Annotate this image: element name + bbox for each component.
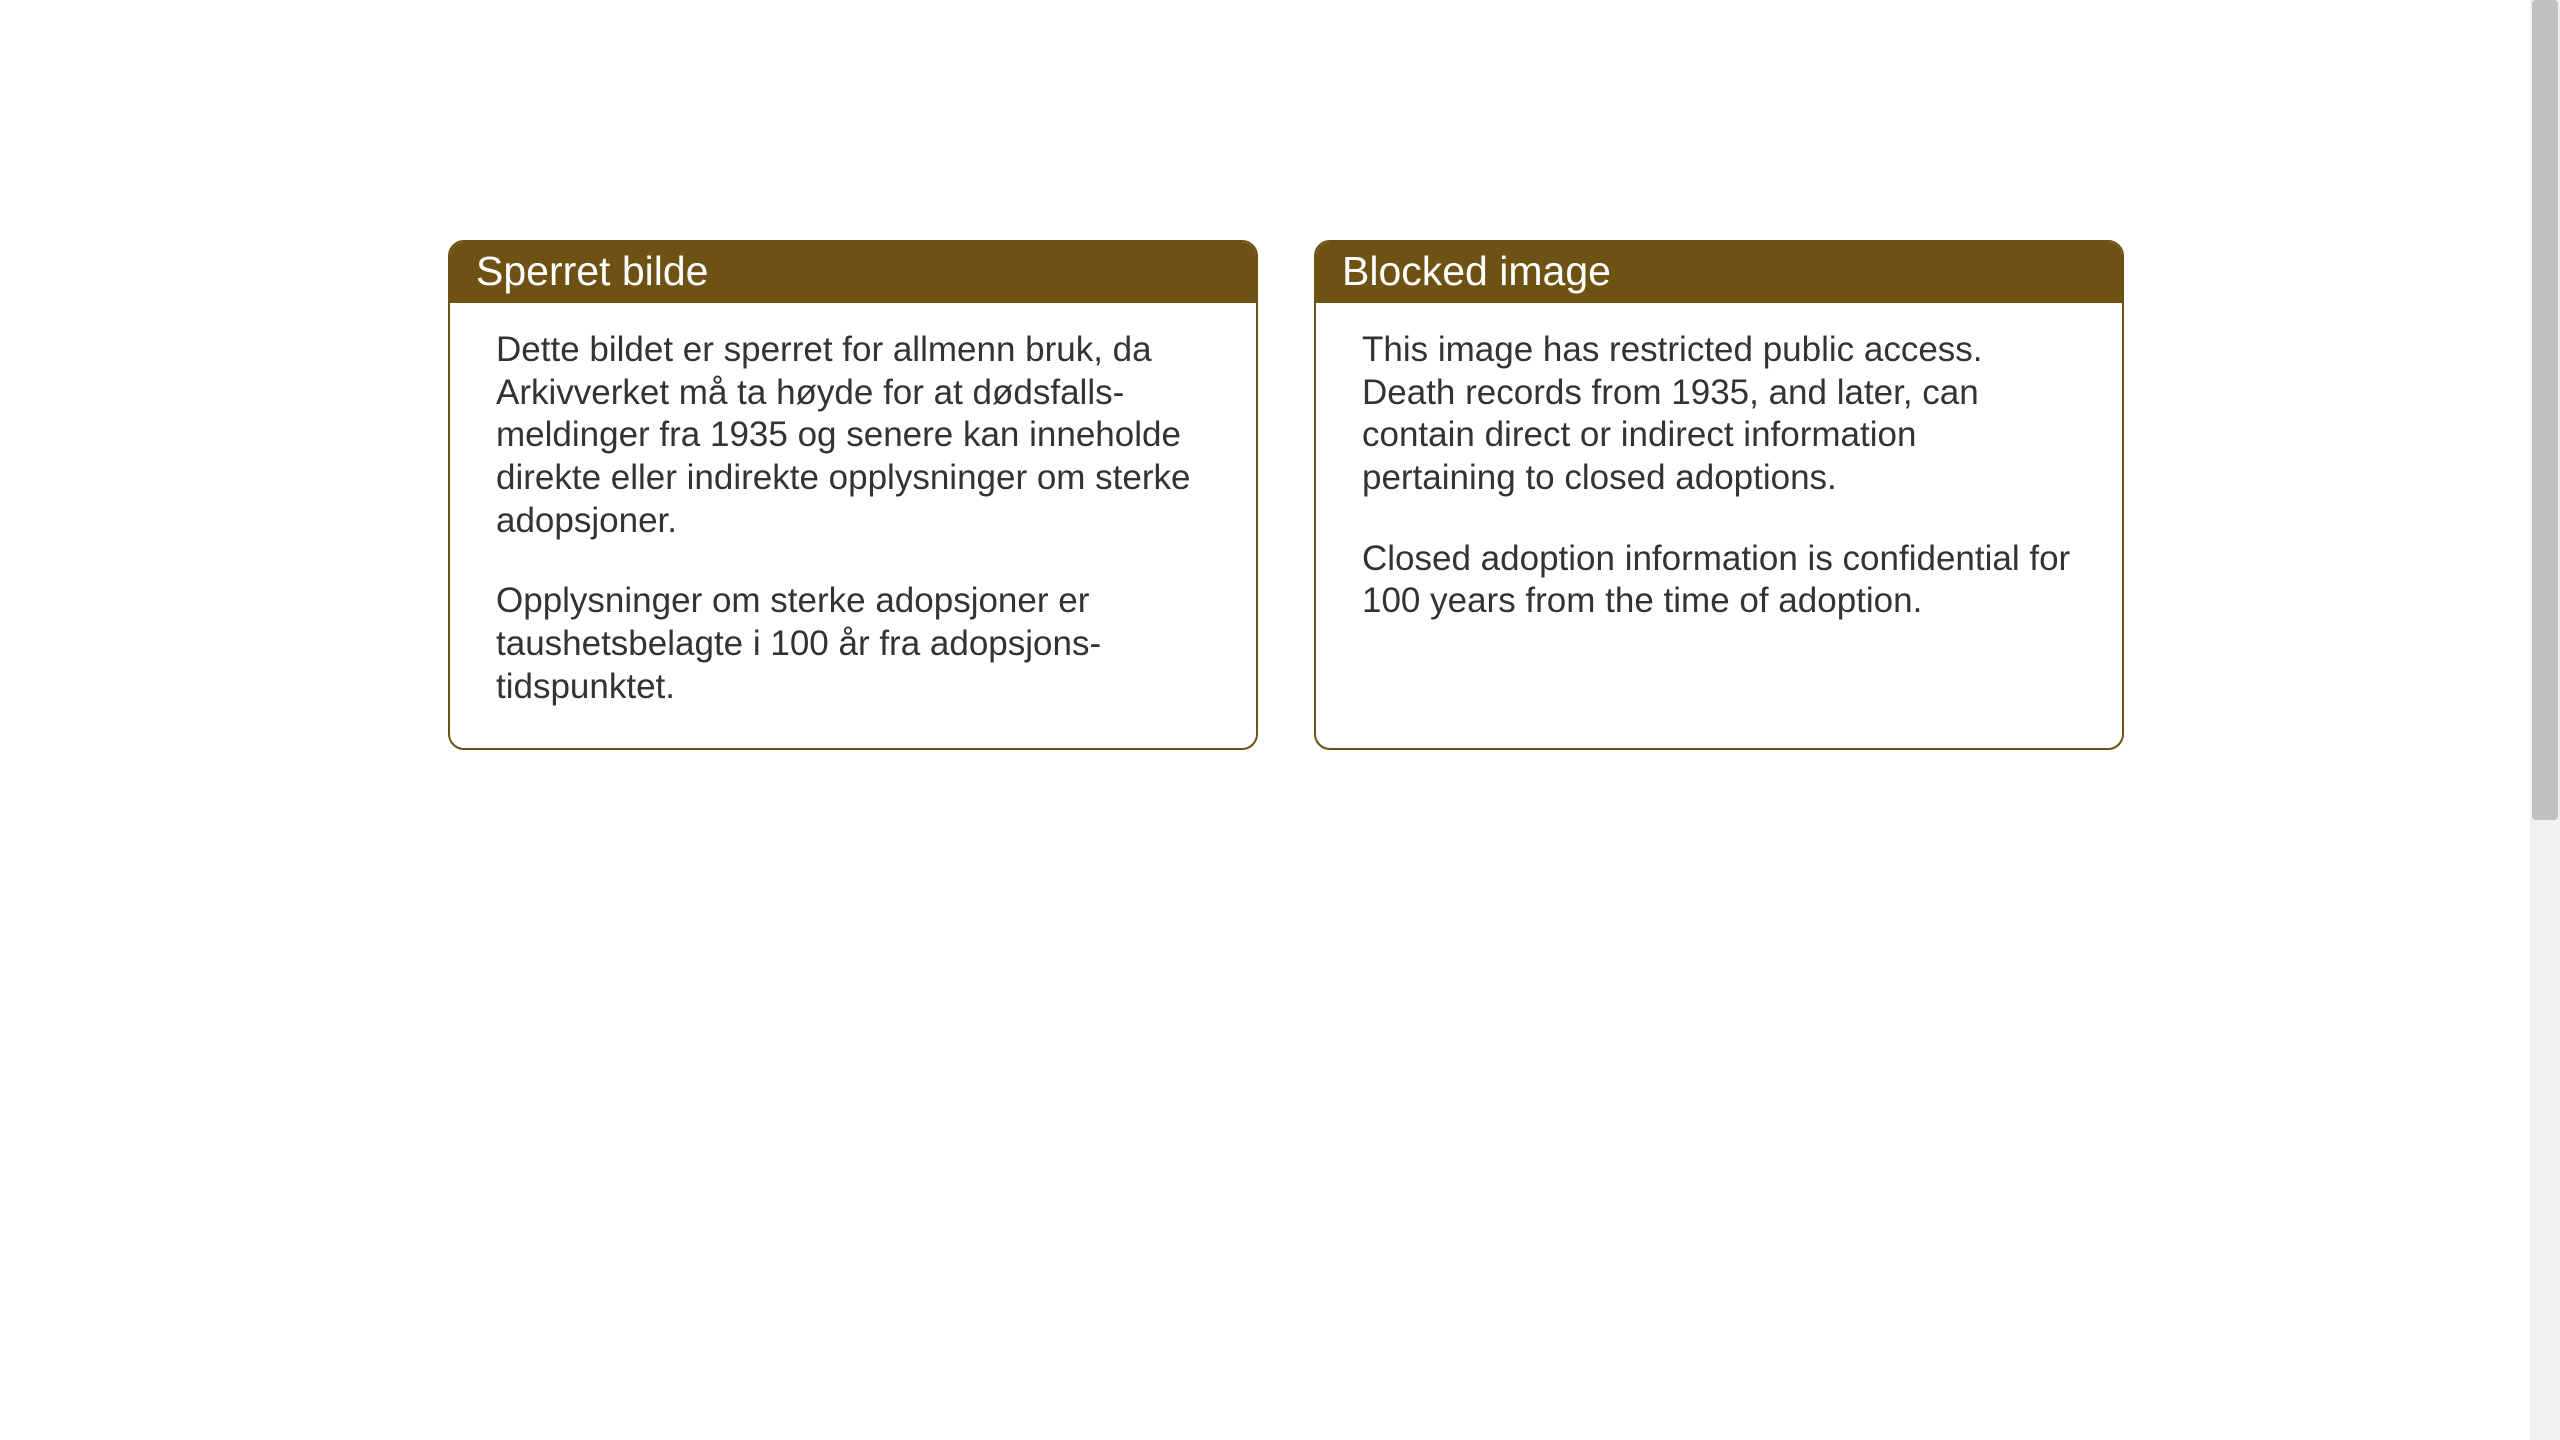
english-paragraph-2: Closed adoption information is confident… [1362,538,2076,623]
norwegian-paragraph-1: Dette bildet er sperret for allmenn bruk… [496,329,1210,542]
norwegian-notice-card: Sperret bilde Dette bildet er sperret fo… [448,240,1258,750]
english-paragraph-1: This image has restricted public access.… [1362,329,2076,500]
english-card-body: This image has restricted public access.… [1316,303,2122,659]
norwegian-paragraph-2: Opplysninger om sterke adopsjoner er tau… [496,580,1210,708]
norwegian-card-body: Dette bildet er sperret for allmenn bruk… [450,303,1256,745]
english-card-title: Blocked image [1316,242,2122,303]
vertical-scrollbar[interactable] [2530,0,2560,1440]
norwegian-card-title: Sperret bilde [450,242,1256,303]
english-notice-card: Blocked image This image has restricted … [1314,240,2124,750]
scrollbar-thumb[interactable] [2532,0,2558,820]
notice-container: Sperret bilde Dette bildet er sperret fo… [448,240,2124,750]
